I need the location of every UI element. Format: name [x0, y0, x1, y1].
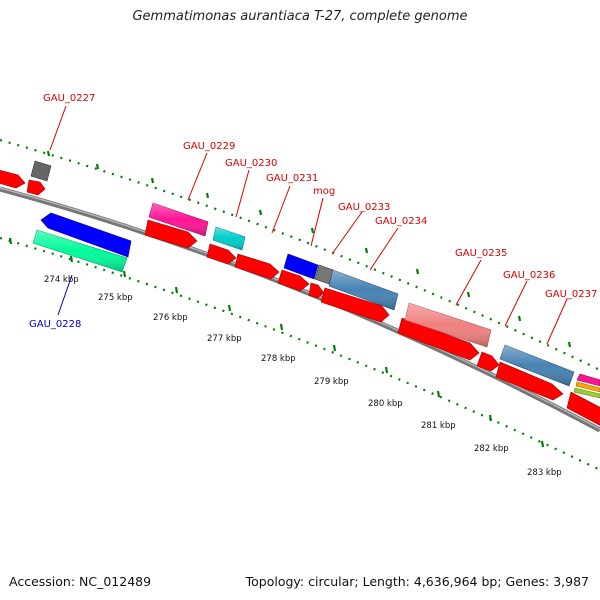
accession-text: Accession: NC_012489	[9, 574, 152, 589]
cds-feature	[26, 179, 46, 196]
gene-label: GAU_0227	[43, 93, 95, 104]
gene-label: GAU_0233	[338, 202, 390, 213]
gene-mog	[314, 264, 334, 285]
gene-label: GAU_0231	[266, 173, 318, 184]
tick-label-280: 280 kbp	[368, 399, 403, 409]
cds-feature	[495, 361, 564, 401]
tick-label-281: 281 kbp	[421, 421, 456, 431]
gene-label: GAU_0235	[455, 248, 507, 259]
leader-lines	[49, 105, 568, 345]
genome-backbone-highlight	[0, 187, 600, 430]
tick-label-274: 274 kbp	[44, 275, 79, 285]
cds-feature	[320, 287, 390, 323]
gene-labels: GAU_0227 GAU_0228 GAU_0229 GAU_0230 GAU_…	[29, 93, 597, 330]
tick-label-278: 278 kbp	[261, 354, 296, 364]
gene-label: GAU_0228	[29, 319, 81, 330]
genome-summary-text: Topology: circular; Length: 4,636,964 bp…	[245, 574, 589, 589]
gene-shading	[33, 203, 574, 386]
leader-line-GAU_0228	[57, 274, 73, 316]
gene-GAU_0228	[40, 212, 132, 258]
gene-GAU_0231	[283, 253, 319, 280]
gene-GAU_0237-c	[573, 387, 600, 399]
cds-feature	[566, 391, 600, 426]
gene-label: GAU_0229	[183, 141, 235, 152]
cds-feature	[277, 269, 310, 292]
cds-feature	[476, 351, 500, 372]
inner-tick-track	[0, 236, 600, 471]
tick-label-282: 282 kbp	[474, 444, 509, 454]
tick-label-276: 276 kbp	[153, 313, 188, 323]
cds-feature	[234, 253, 280, 280]
gene-GAU_0227	[30, 160, 52, 182]
cds-feature	[0, 169, 26, 189]
cds-feature	[308, 282, 325, 299]
tick-label-279: 279 kbp	[314, 377, 349, 387]
tick-labels: 274 kbp 275 kbp 276 kbp 277 kbp 278 kbp …	[44, 275, 562, 478]
gene-label: GAU_0237	[545, 289, 597, 300]
cds-feature	[206, 243, 237, 265]
tick-label-283: 283 kbp	[527, 468, 562, 478]
genome-backbone	[0, 186, 600, 433]
inner-major-ticks	[8, 237, 545, 448]
tick-label-277: 277 kbp	[207, 334, 242, 344]
cds-feature	[144, 219, 198, 249]
gene-label: mog	[313, 186, 335, 197]
gene-GAU_0237-b	[575, 381, 600, 393]
gene-GAU_0237-a	[576, 373, 600, 387]
forward-cds-features	[0, 169, 600, 426]
gene-label: GAU_0230	[225, 158, 277, 169]
gene-label: GAU_0234	[375, 216, 427, 227]
cds-feature	[397, 317, 480, 361]
outer-major-ticks	[46, 150, 572, 348]
gene-label: GAU_0236	[503, 270, 555, 281]
map-title: Gemmatimonas aurantiaca T-27, complete g…	[132, 9, 468, 24]
tick-label-275: 275 kbp	[98, 293, 133, 303]
outer-tick-track	[0, 138, 600, 371]
